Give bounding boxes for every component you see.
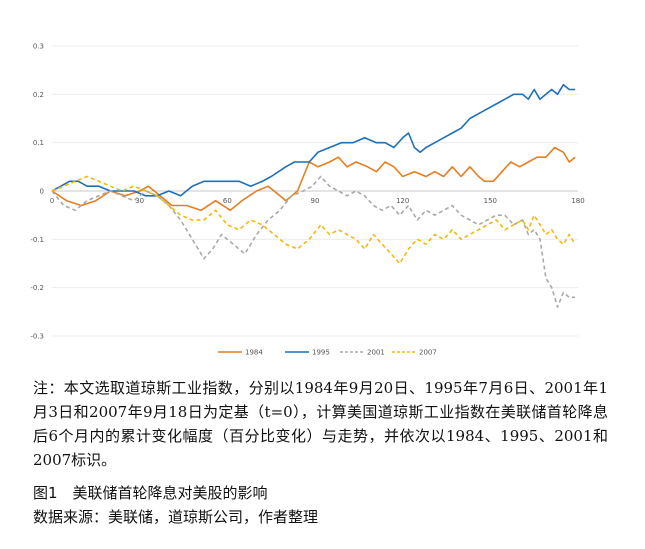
legend-label-2001: 2001	[367, 349, 385, 357]
legend-label-1995: 1995	[312, 349, 330, 357]
y-tick-label: -0.3	[30, 333, 44, 341]
x-tick-label: 0	[50, 197, 54, 205]
x-tick-label: 30	[135, 197, 144, 205]
y-tick-label: 0.1	[33, 139, 44, 147]
legend-label-2007: 2007	[419, 349, 437, 357]
series-lines	[51, 83, 576, 308]
chart-note: 注：本文选取道琼斯工业指数，分别以1984年9月20日、1995年7月6日、20…	[33, 379, 608, 469]
x-axis-ticks: 0 30 60 90 120 150 180	[50, 197, 585, 205]
y-tick-label: 0	[40, 188, 44, 196]
series-line-2007	[51, 175, 576, 265]
y-tick-label: -0.1	[30, 236, 44, 244]
series-line-1995	[51, 83, 576, 197]
y-tick-label: 0.2	[33, 91, 44, 99]
x-tick-label: 90	[311, 197, 320, 205]
x-tick-label: 120	[396, 197, 409, 205]
y-tick-label: -0.2	[30, 284, 44, 292]
series-line-1984	[51, 146, 576, 212]
y-tick-label: 0.3	[33, 43, 44, 51]
figure-caption: 图1 美联储首轮降息对美股的影响	[33, 484, 268, 502]
data-source: 数据来源：美联储，道琼斯公司，作者整理	[33, 508, 319, 526]
line-chart: 0.30.20.10-0.1-0.2-0.3 0 30 60 90 120 150 180 …	[30, 43, 585, 357]
x-tick-label: 150	[484, 197, 497, 205]
legend-label-1984: 1984	[245, 349, 263, 357]
y-axis-ticks: 0.3 0.2 0.1 0 -0.1 -0.2 -0.3	[30, 43, 44, 341]
x-tick-label: 180	[571, 197, 584, 205]
series-line-2001	[51, 175, 576, 308]
legend: 1984 1995 2001 2007	[218, 349, 437, 357]
x-tick-label: 60	[223, 197, 232, 205]
